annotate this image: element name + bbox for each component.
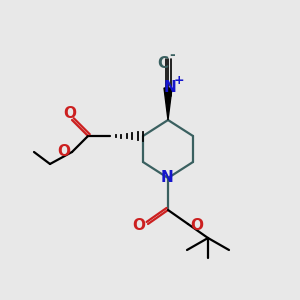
Text: O: O [64,106,76,121]
Polygon shape [164,88,172,120]
Text: O: O [190,218,203,232]
Text: O: O [58,143,70,158]
Text: O: O [133,218,146,232]
Text: +: + [174,74,184,88]
Text: N: N [160,170,173,185]
Text: -: - [169,48,175,62]
Text: C: C [158,56,169,70]
Text: N: N [164,80,176,94]
